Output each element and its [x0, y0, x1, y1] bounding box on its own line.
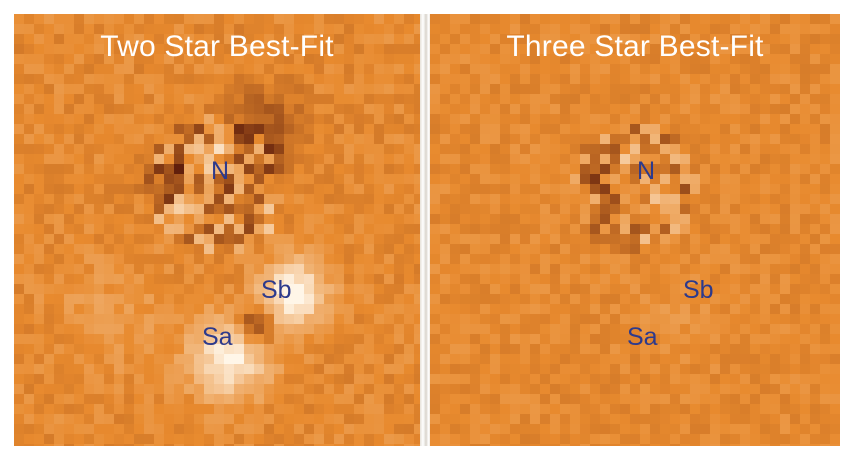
- label-sb-right: Sb: [683, 276, 714, 304]
- panel-divider: [420, 14, 430, 446]
- three-star-fit-panel: Three Star Best-Fit N Sb Sa: [430, 14, 840, 446]
- two-star-residual-image: [14, 14, 420, 446]
- label-n-left: N: [211, 157, 230, 185]
- label-n-right: N: [637, 157, 656, 185]
- label-sa-right: Sa: [627, 323, 658, 351]
- two-star-fit-panel: Two Star Best-Fit N Sb Sa: [14, 14, 420, 446]
- two-star-panel-title: Two Star Best-Fit: [100, 30, 334, 63]
- three-star-panel-title: Three Star Best-Fit: [506, 30, 764, 63]
- label-sa-left: Sa: [202, 323, 233, 351]
- three-star-residual-image: [430, 14, 840, 446]
- label-sb-left: Sb: [261, 276, 292, 304]
